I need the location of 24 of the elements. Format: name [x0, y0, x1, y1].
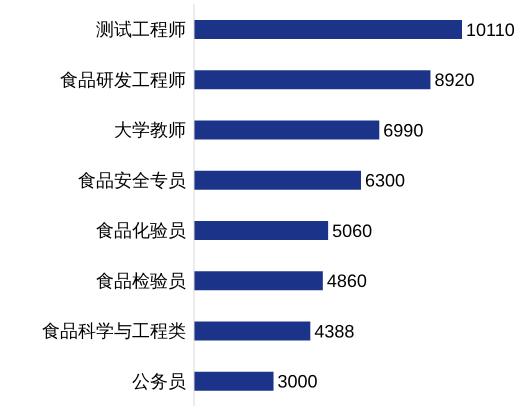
bar: [194, 372, 274, 391]
data-label: 3000: [278, 372, 318, 392]
y-tick-label: 食品检验员: [96, 270, 186, 291]
bar: [194, 70, 430, 90]
bar: [194, 20, 462, 39]
data-label: 6300: [365, 170, 406, 191]
y-tick-label: 大学教师: [114, 120, 186, 140]
data-label: 4860: [326, 271, 367, 292]
data-label: 8920: [434, 70, 474, 90]
y-tick-label: 食品安全专员: [78, 170, 186, 190]
data-label: 6990: [383, 120, 424, 140]
bar: [194, 170, 362, 190]
bar: [194, 271, 323, 290]
bar: [194, 322, 310, 340]
y-tick-label: 食品科学与工程类: [42, 321, 186, 342]
data-label: 10110: [466, 20, 515, 40]
bar: [194, 120, 380, 140]
y-tick-label: 食品化验员: [96, 220, 186, 241]
y-tick-label: 食品研发工程师: [60, 70, 186, 90]
bar: [194, 221, 328, 240]
data-label: 4388: [314, 321, 354, 342]
data-label: 5060: [332, 220, 372, 241]
y-tick-label: 测试工程师: [96, 20, 186, 40]
y-tick-label: 公务员: [132, 371, 186, 392]
